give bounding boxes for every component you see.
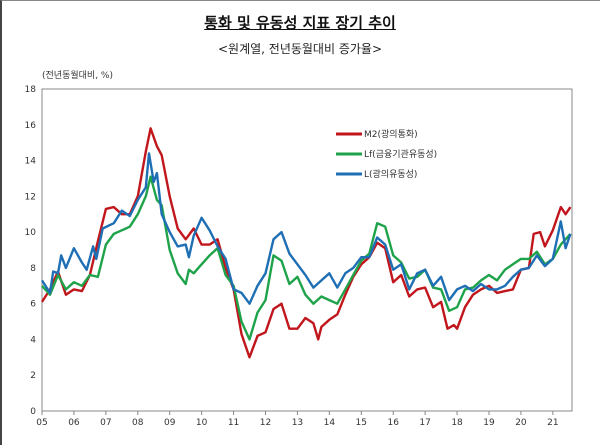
- x-tick-label: 05: [36, 418, 47, 428]
- x-tick-label: 08: [132, 418, 144, 428]
- x-tick-label: 13: [292, 418, 303, 428]
- x-tick-label: 18: [451, 418, 463, 428]
- y-tick-label: 10: [25, 228, 37, 238]
- legend: M2(광의통화) Lf(금융기관유동성) L(광의유동성): [336, 128, 437, 180]
- legend-label: L(광의유동성): [364, 168, 417, 180]
- y-tick-label: 4: [30, 335, 36, 345]
- x-tick-label: 09: [164, 418, 176, 428]
- x-tick-label: 15: [356, 418, 367, 428]
- y-tick-label: 2: [30, 371, 36, 381]
- x-tick-label: 16: [387, 418, 399, 428]
- legend-label: Lf(금융기관유동성): [364, 149, 437, 160]
- series-line-2: [40, 152, 572, 305]
- y-tick-label: 12: [25, 192, 36, 202]
- x-tick-label: 12: [260, 418, 271, 428]
- series-lines: [40, 127, 572, 359]
- y-tick-label: 18: [25, 85, 37, 95]
- x-tick-label: 07: [100, 418, 111, 428]
- plot-area: [41, 88, 573, 412]
- chart-subtitle: <원계열, 전년동월대비 증가율>: [217, 42, 383, 56]
- y-axis-label: (전년동월대비, %): [42, 71, 113, 81]
- y-tick-label: 8: [30, 264, 36, 274]
- x-tick-label: 06: [68, 418, 80, 428]
- legend-label: M2(광의통화): [364, 128, 418, 140]
- x-tick-label: 20: [515, 418, 527, 428]
- x-tick-label: 19: [483, 418, 495, 428]
- x-tick-label: 21: [547, 418, 558, 428]
- x-axis: 05 06 07 08 09 10 11 12 13 14 15 16 17 18 19 20 21: [36, 411, 559, 428]
- x-tick-label: 10: [196, 418, 208, 428]
- chart-title: 통화 및 유동성 지표 장기 추이: [0, 12, 600, 33]
- y-tick-label: 16: [25, 121, 37, 131]
- series-line-1: [41, 175, 572, 341]
- y-tick-label: 6: [30, 300, 36, 310]
- x-tick-label: 14: [324, 418, 336, 428]
- x-tick-label: 17: [419, 418, 430, 428]
- x-tick-label: 11: [228, 418, 239, 428]
- y-tick-label: 0: [30, 407, 36, 417]
- chart-title-text: 통화 및 유동성 지표 장기 추이: [204, 14, 396, 32]
- y-axis: 0 2 4 6 8 10 12 14 16 18: [25, 85, 37, 417]
- y-tick-label: 14: [25, 157, 37, 167]
- series-line-0: [40, 127, 572, 359]
